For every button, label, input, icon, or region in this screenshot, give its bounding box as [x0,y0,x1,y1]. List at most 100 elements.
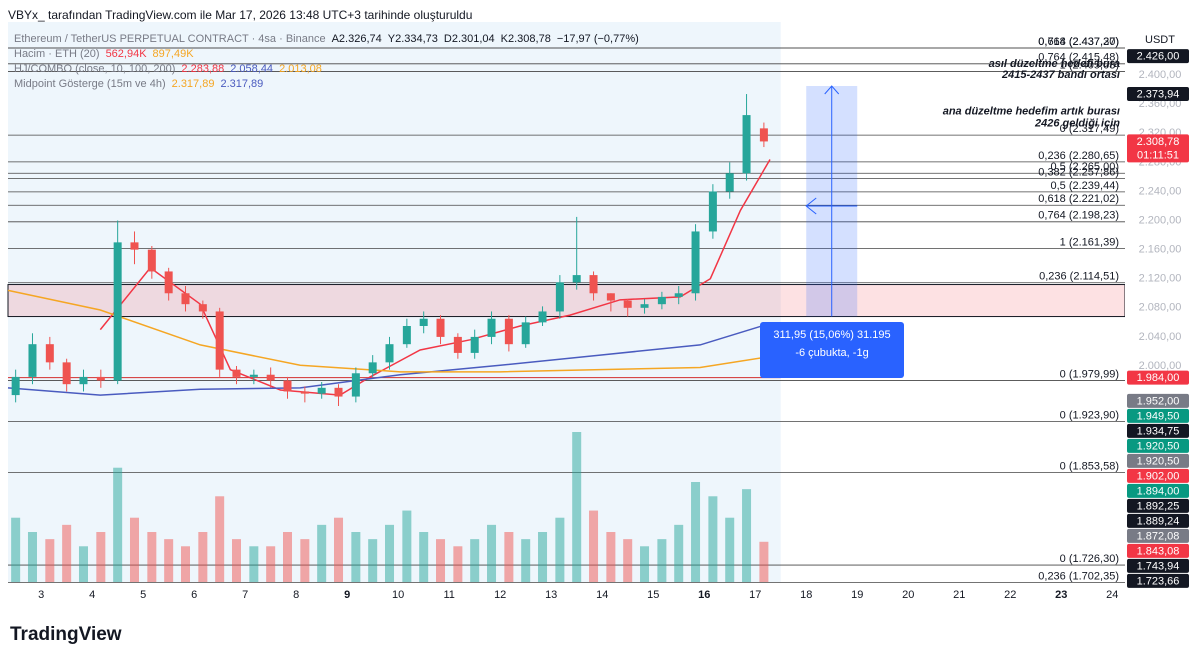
price-label: 1.872,08 [1137,530,1180,542]
candle-body [674,293,683,297]
candle-body [62,362,71,385]
candle-body [11,376,20,396]
volume-bar [691,482,701,582]
fib-label: 0,618 (2.221,02) [1038,193,1119,205]
candle-body [283,380,292,392]
change: −17,97 (−0,77%) [556,33,639,45]
x-tick-label: 8 [293,589,299,601]
volume-bar [62,524,72,582]
volume-bar [538,532,548,582]
x-tick-label: 20 [902,589,914,601]
y-tick-label: 2.200,00 [1139,214,1182,226]
note: ana düzeltme hedefim artık burası [943,105,1120,117]
volume-bar [555,517,565,582]
price-label: 2.426,00 [1137,51,1180,63]
volume-bar [606,532,616,582]
fib-label: 1 (2.161,39) [1060,237,1119,249]
x-tick-label: 10 [392,589,404,601]
ohlc: K2.308,78 [500,33,551,45]
price-label: 1.920,50 [1137,455,1180,467]
indicator-line [7,322,771,396]
y-tick-label: 2.240,00 [1139,185,1182,197]
volume-bar [521,539,531,582]
price-badge [1127,528,1189,543]
price-badge [1127,543,1189,558]
candle-body [317,387,326,394]
note: 2415-2437 bandı ortası [1001,69,1120,81]
fib-label: 0,236 (1.702,35) [1038,570,1119,582]
candle-body [504,318,513,345]
measure-label: 311,95 (15,06%) 31.195 [773,329,890,341]
note: 2426 geldiği için [1034,118,1120,130]
volume-bar [300,539,310,582]
volume-bar [419,532,429,582]
candle-body [28,344,37,377]
candle-body [572,275,581,283]
candle-body [759,128,768,142]
candle-body [147,249,156,272]
logo-text: TradingView [10,624,122,645]
candle-body [470,336,479,353]
price-label: 1.723,66 [1137,575,1180,587]
fib-label: 0 (1.979,99) [1060,368,1119,380]
fib-label: 0 (2.317,49) [1060,123,1119,135]
price-badge [1127,498,1189,513]
countdown: 01:11:51 [1137,149,1179,161]
volume-bar [453,546,463,582]
fib-label: 0 (1.726,30) [1060,553,1119,565]
fib-label: 0 (1.853,58) [1060,460,1119,472]
price-label: 1.920,50 [1137,440,1180,452]
x-tick-label: 9 [344,589,350,601]
price-badge [1127,370,1189,385]
volume-bar [147,532,157,582]
logo: TradingView [10,624,122,646]
x-tick-label: 4 [89,589,95,601]
price-badge [1127,513,1189,528]
y-tick-label: 2.360,00 [1139,98,1182,110]
candle-body [657,296,666,305]
volume-bar [11,517,21,582]
price-label: 2.373,94 [1137,88,1180,100]
x-tick-label: 19 [851,589,863,601]
candle-body [198,304,207,312]
candle-body [589,275,598,294]
y-tick-label: 2.160,00 [1139,244,1182,256]
candle-body [725,173,734,192]
name: Hacim · ETH (20) [14,48,100,60]
price-label: 1.889,24 [1137,515,1180,527]
volume-bar [708,496,718,582]
x-tick-label: 12 [494,589,506,601]
ohlc: A2.326,74 [331,33,382,45]
candle-body [79,376,88,385]
candle-body [606,293,615,301]
volume-bar [351,532,361,582]
x-tick-label: 24 [1106,589,1118,601]
volume-bar [368,539,378,582]
price-label: 2.308,78 [1137,136,1180,148]
price-badge [1127,438,1189,453]
price-badge [1127,483,1189,498]
volume-bar [402,510,412,582]
fib-label: 0,764 (2.198,23) [1038,210,1119,222]
x-tick-label: 13 [545,589,557,601]
volume-bar [470,539,480,582]
price-badge [1127,558,1189,573]
x-tick-label: 21 [953,589,965,601]
volume-bar [113,467,123,582]
candle-body [96,376,105,381]
volume-bar [436,539,446,582]
price-badge [1127,393,1189,408]
price-badge [1127,408,1189,423]
legend-mid: Midpoint Gösterge (15m ve 4h) 2.317,89 2.3… [14,78,269,90]
price-badge [1127,423,1189,438]
volume-bar [232,539,242,582]
measure-sub: -6 çubukta, -1g [795,347,868,359]
fib-label: 0 (1.923,90) [1060,409,1119,421]
symbol: Ethereum / TetherUS PERPETUAL CONTRACT ·… [14,33,326,45]
fib-label: 0,236 (2.280,65) [1038,150,1119,162]
x-tick-label: 6 [191,589,197,601]
candle-body [266,374,275,381]
name: Midpoint Gösterge (15m ve 4h) [14,78,166,90]
